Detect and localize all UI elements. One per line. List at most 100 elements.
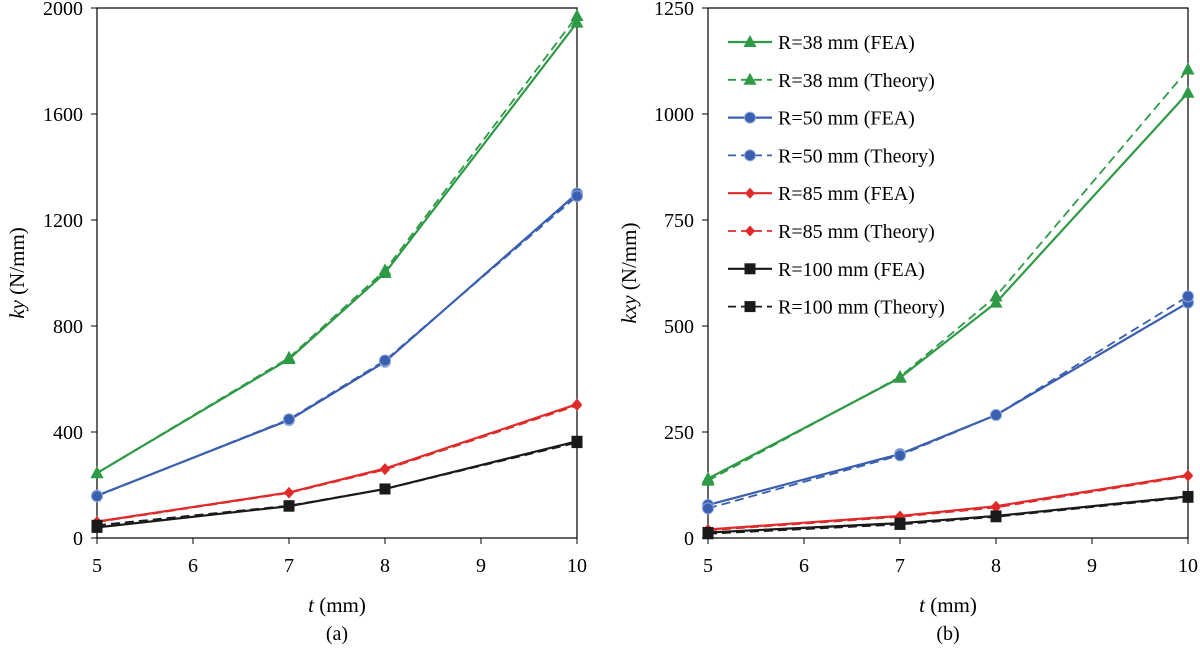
- series-2: [91, 187, 583, 502]
- series-5: [92, 400, 582, 528]
- x-axis-title-unit: (mm): [314, 593, 366, 617]
- series-line: [707, 475, 1189, 532]
- data-point: [379, 483, 391, 495]
- y-axis-title-unit: (N/mm): [5, 227, 29, 300]
- y-tick-label: 1250: [654, 0, 694, 20]
- y-axis-title-symbol: kxy: [617, 295, 641, 324]
- data-point: [91, 490, 103, 503]
- x-axis-title-symbol: t: [308, 593, 315, 617]
- series-7: [702, 491, 1194, 540]
- x-tick-label: 6: [188, 555, 198, 577]
- data-point: [570, 8, 584, 21]
- data-point: [990, 409, 1002, 422]
- legend-swatch-marker: [744, 111, 756, 124]
- y-tick-label: 1600: [43, 104, 83, 126]
- data-point: [571, 190, 583, 203]
- y-tick-label: 750: [664, 210, 694, 232]
- data-point: [90, 466, 104, 479]
- legend-label: R=50 mm (FEA): [778, 108, 915, 130]
- series-line: [96, 403, 578, 523]
- series-line: [707, 92, 1189, 480]
- legend-label: R=100 mm (FEA): [778, 259, 925, 281]
- x-axis-title-symbol: t: [919, 593, 926, 617]
- legend-swatch-marker: [744, 301, 756, 313]
- data-point: [989, 289, 1003, 302]
- legend-label: R=50 mm (Theory): [778, 145, 935, 167]
- series-line: [707, 495, 1189, 534]
- legend-label: R=85 mm (FEA): [778, 183, 915, 205]
- series-7: [91, 437, 583, 531]
- data-point: [283, 413, 295, 426]
- plot-frame: [96, 7, 578, 539]
- data-point: [702, 502, 714, 515]
- data-point: [91, 519, 103, 531]
- data-point: [701, 473, 715, 486]
- legend-label: R=38 mm (FEA): [778, 32, 915, 54]
- legend-swatch-marker: [745, 187, 755, 199]
- data-point: [572, 400, 582, 411]
- legend-swatch-marker: [743, 72, 757, 85]
- x-tick-label: 5: [92, 555, 102, 577]
- legend-swatch-marker: [744, 149, 756, 162]
- series-line: [96, 21, 578, 475]
- y-axis-title: kxy (N/mm): [617, 223, 641, 324]
- data-point: [1183, 470, 1193, 482]
- x-axis-title: t (mm): [308, 593, 366, 617]
- series-line: [707, 474, 1189, 531]
- data-point: [1181, 85, 1195, 98]
- x-axis-title: t (mm): [919, 593, 977, 617]
- legend-swatch-marker: [745, 225, 755, 237]
- data-point: [702, 528, 714, 540]
- y-tick-label: 1000: [654, 104, 694, 126]
- plot-frame: [707, 7, 1189, 539]
- data-point: [894, 518, 906, 530]
- y-tick-label: 0: [73, 528, 83, 550]
- data-point: [570, 15, 584, 28]
- y-axis-title-unit: (N/mm): [617, 223, 641, 296]
- legend-label: R=38 mm (Theory): [778, 70, 935, 92]
- series-line: [96, 195, 578, 497]
- x-tick-label: 8: [991, 555, 1001, 577]
- y-tick-label: 400: [53, 422, 83, 444]
- data-point: [990, 511, 1002, 523]
- data-point: [284, 487, 294, 499]
- series-1: [701, 62, 1195, 486]
- y-tick-label: 500: [664, 316, 694, 338]
- data-point: [282, 350, 296, 363]
- series-line: [707, 496, 1189, 535]
- data-point: [380, 464, 390, 476]
- y-tick-label: 250: [664, 422, 694, 444]
- series-line: [96, 15, 578, 474]
- series-6: [91, 435, 583, 533]
- series-0: [701, 85, 1195, 484]
- x-tick-label: 10: [567, 555, 587, 577]
- x-tick-label: 9: [1087, 555, 1097, 577]
- y-tick-label: 1200: [43, 210, 83, 232]
- series-3: [91, 190, 583, 503]
- data-point: [894, 449, 906, 462]
- legend-swatch-marker: [743, 35, 757, 47]
- series-line: [96, 192, 578, 497]
- x-axis-title-unit: (mm): [925, 593, 977, 617]
- data-point: [379, 354, 391, 367]
- series-3: [702, 290, 1194, 515]
- series-0: [90, 15, 584, 479]
- data-point: [1182, 290, 1194, 303]
- panel-caption: (b): [936, 623, 959, 645]
- panel-caption: (a): [326, 623, 348, 645]
- x-tick-label: 10: [1178, 555, 1198, 577]
- y-tick-label: 800: [53, 316, 83, 338]
- chart-panel-a: 5 6 7 8 9 10 0 400 800 1200 1600 2000 t (mm) ky (N/mm…: [5, 0, 587, 645]
- legend: R=38 mm (FEA) R=38 mm (Theory) R=50 mm (FE…: [728, 32, 945, 319]
- series-line: [707, 301, 1189, 506]
- series-1: [90, 8, 584, 479]
- x-tick-label: 9: [476, 555, 486, 577]
- legend-swatch-marker: [744, 263, 756, 275]
- data-point: [378, 263, 392, 276]
- series-2: [702, 296, 1194, 511]
- x-tick-label: 7: [895, 555, 905, 577]
- legend-label: R=100 mm (Theory): [778, 297, 945, 319]
- y-axis-title: ky (N/mm): [5, 227, 29, 319]
